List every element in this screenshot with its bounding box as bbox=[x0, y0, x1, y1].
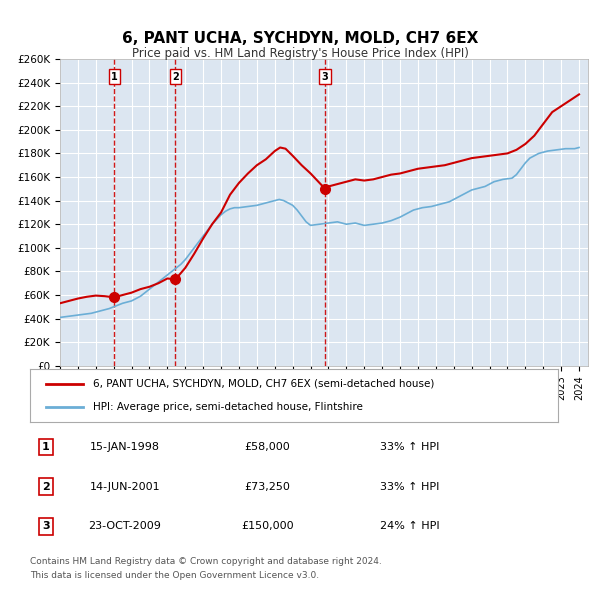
Text: 14-JUN-2001: 14-JUN-2001 bbox=[90, 482, 160, 491]
Text: 24% ↑ HPI: 24% ↑ HPI bbox=[380, 522, 440, 532]
Text: 1: 1 bbox=[42, 442, 50, 452]
Text: 1: 1 bbox=[111, 72, 118, 81]
Text: 15-JAN-1998: 15-JAN-1998 bbox=[90, 442, 160, 452]
Text: Contains HM Land Registry data © Crown copyright and database right 2024.: Contains HM Land Registry data © Crown c… bbox=[30, 557, 382, 566]
Text: 2: 2 bbox=[42, 482, 50, 491]
Text: 6, PANT UCHA, SYCHDYN, MOLD, CH7 6EX: 6, PANT UCHA, SYCHDYN, MOLD, CH7 6EX bbox=[122, 31, 478, 46]
Text: 3: 3 bbox=[42, 522, 50, 532]
Text: Price paid vs. HM Land Registry's House Price Index (HPI): Price paid vs. HM Land Registry's House … bbox=[131, 47, 469, 60]
Text: 2: 2 bbox=[172, 72, 179, 81]
Text: 33% ↑ HPI: 33% ↑ HPI bbox=[380, 482, 440, 491]
Text: £150,000: £150,000 bbox=[241, 522, 294, 532]
Text: 33% ↑ HPI: 33% ↑ HPI bbox=[380, 442, 440, 452]
Text: 23-OCT-2009: 23-OCT-2009 bbox=[89, 522, 161, 532]
Text: £73,250: £73,250 bbox=[245, 482, 290, 491]
Text: £58,000: £58,000 bbox=[245, 442, 290, 452]
Text: This data is licensed under the Open Government Licence v3.0.: This data is licensed under the Open Gov… bbox=[30, 571, 319, 580]
Text: HPI: Average price, semi-detached house, Flintshire: HPI: Average price, semi-detached house,… bbox=[94, 402, 363, 412]
Text: 6, PANT UCHA, SYCHDYN, MOLD, CH7 6EX (semi-detached house): 6, PANT UCHA, SYCHDYN, MOLD, CH7 6EX (se… bbox=[94, 379, 435, 389]
Text: 3: 3 bbox=[322, 72, 328, 81]
